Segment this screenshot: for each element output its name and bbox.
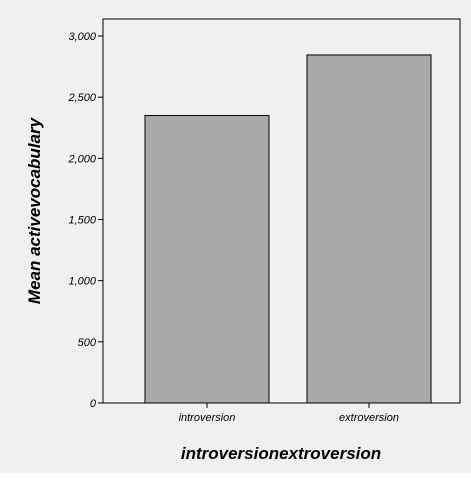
- x-category-label: extroversion: [339, 412, 399, 424]
- y-tick-label: 500: [78, 337, 97, 349]
- y-tick-label: 2,000: [67, 153, 96, 165]
- y-tick-label: 1,000: [68, 276, 96, 288]
- y-tick-label: 1,500: [68, 215, 96, 227]
- bars: [144, 54, 432, 404]
- bar-extroversion: [306, 54, 432, 404]
- y-axis-ticks: 0 500 1,000 1,500 2,000 2,500 3,000: [67, 31, 103, 410]
- plot-frame: [102, 18, 461, 404]
- y-tick-label: 3,000: [68, 31, 96, 43]
- x-category-label: introversion: [179, 412, 236, 424]
- y-tick-label: 0: [90, 398, 97, 410]
- x-axis-title: introversionextroversion: [181, 444, 381, 463]
- y-tick-label: 2,500: [67, 92, 96, 104]
- bar-introversion: [144, 115, 270, 404]
- y-axis-title: Mean activevocabulary: [25, 116, 44, 304]
- x-axis-categories: introversion extroversion: [179, 403, 399, 424]
